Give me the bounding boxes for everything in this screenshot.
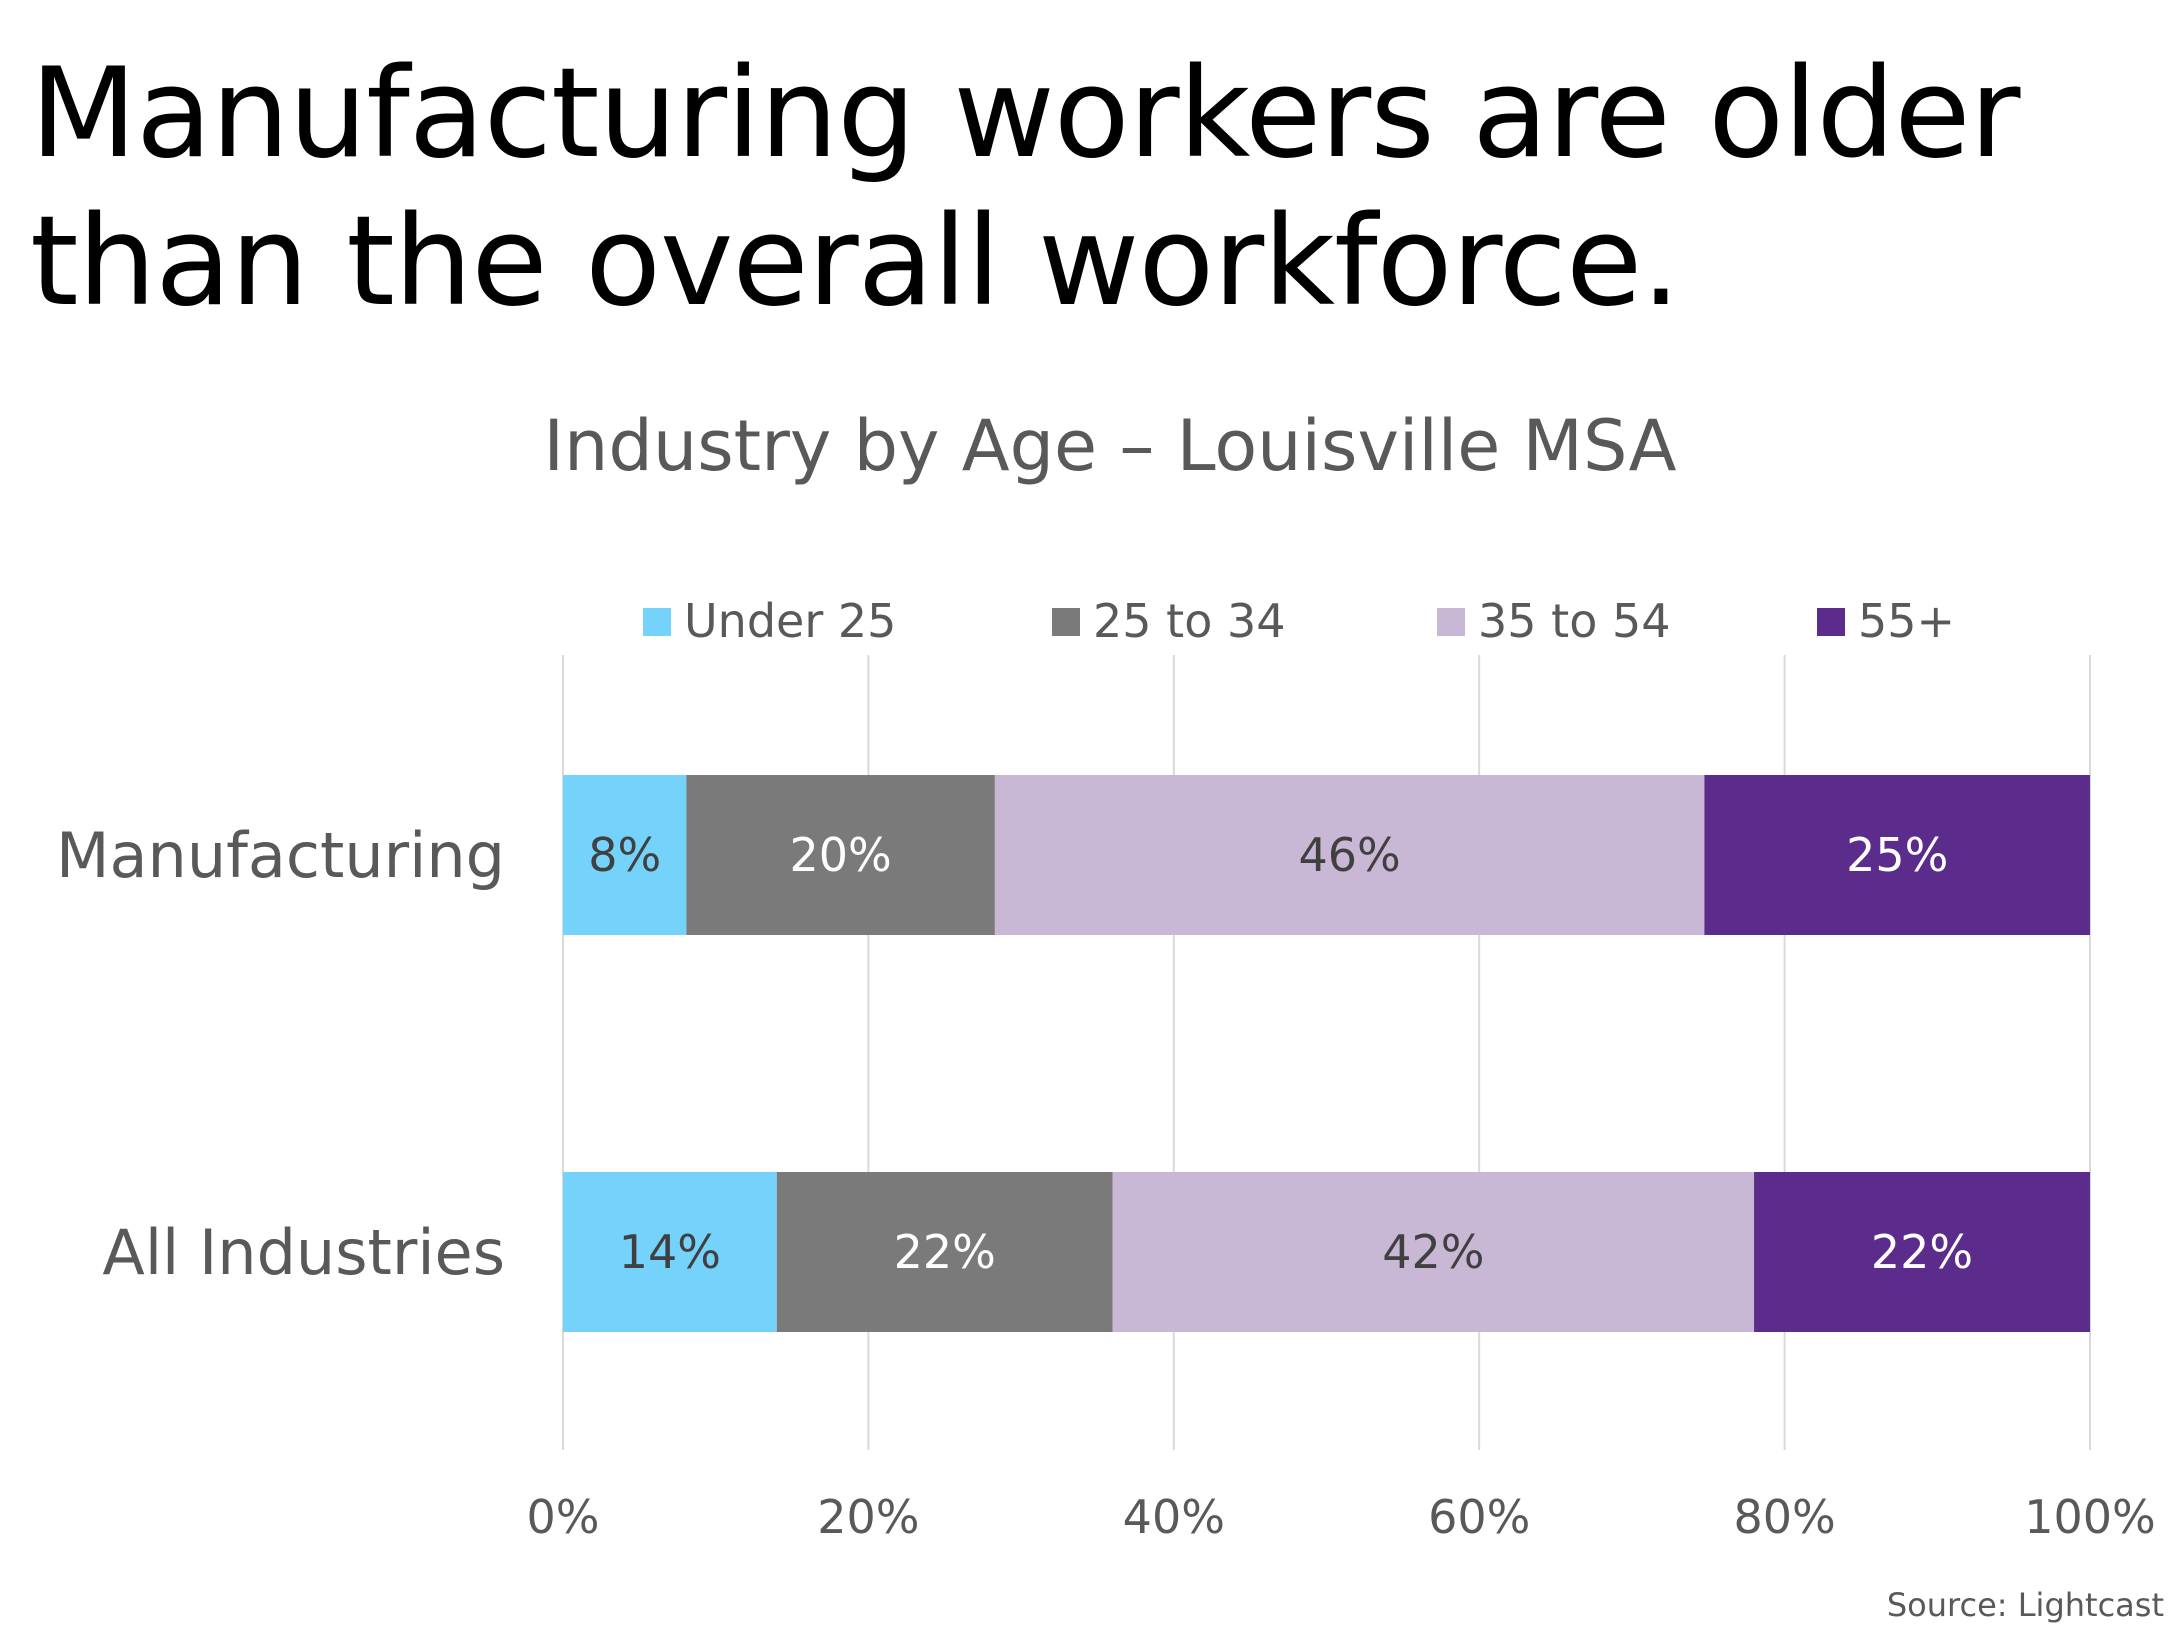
data-label: 8%: [588, 828, 661, 882]
legend-swatch: [1052, 608, 1080, 636]
bar-segment-0-1: [686, 775, 995, 935]
data-label: 22%: [894, 1225, 996, 1279]
data-label: 42%: [1382, 1225, 1484, 1279]
legend-item: 55+: [1817, 594, 1955, 648]
legend-swatch: [643, 608, 671, 636]
bars: [563, 775, 2090, 1332]
legend-item: Under 25: [643, 594, 896, 648]
data-label: 22%: [1871, 1225, 1973, 1279]
legend-label: 35 to 54: [1478, 594, 1671, 648]
x-tick-label: 40%: [1123, 1490, 1225, 1544]
x-tick-label: 20%: [817, 1490, 919, 1544]
headline-line-2: than the overall workforce.: [30, 190, 1681, 334]
chart-title: Industry by Age – Louisville MSA: [543, 405, 1676, 487]
legend-swatch: [1817, 608, 1845, 636]
legend: Under 25 25 to 34 35 to 54 55+: [643, 594, 1955, 648]
data-label: 46%: [1299, 828, 1401, 882]
data-labels: 8% 20% 46% 25% 14% 22% 42% 22%: [588, 828, 1973, 1279]
bar-segment-0-3: [1704, 775, 2090, 935]
legend-label: 25 to 34: [1093, 594, 1286, 648]
data-label: 25%: [1846, 828, 1948, 882]
legend-item: 25 to 34: [1052, 594, 1286, 648]
legend-swatch: [1437, 608, 1465, 636]
bar-segment-1-2: [1112, 1172, 1755, 1332]
x-axis-ticks: 0% 20% 40% 60% 80% 100%: [527, 1490, 2156, 1544]
bar-segment-1-0: [563, 1172, 777, 1332]
x-tick-label: 60%: [1428, 1490, 1530, 1544]
source-note: Source: Lightcast: [1886, 1586, 2164, 1624]
data-label: 20%: [790, 828, 892, 882]
category-label: All Industries: [102, 1216, 505, 1289]
legend-item: 35 to 54: [1437, 594, 1671, 648]
category-label: Manufacturing: [56, 819, 505, 892]
bar-segment-1-3: [1754, 1172, 2090, 1332]
headline: Manufacturing workers are older than the…: [30, 40, 2150, 336]
x-tick-label: 100%: [2024, 1490, 2156, 1544]
x-tick-label: 0%: [527, 1490, 600, 1544]
bar-segment-1-1: [776, 1172, 1113, 1332]
headline-line-1: Manufacturing workers are older: [30, 42, 2021, 186]
data-label: 14%: [619, 1225, 721, 1279]
bar-segment-0-2: [994, 775, 1705, 935]
x-tick-label: 80%: [1733, 1490, 1835, 1544]
bar-segment-0-0: [563, 775, 687, 935]
legend-label: 55+: [1858, 594, 1955, 648]
category-labels: Manufacturing All Industries: [56, 819, 505, 1289]
legend-label: Under 25: [684, 594, 896, 648]
